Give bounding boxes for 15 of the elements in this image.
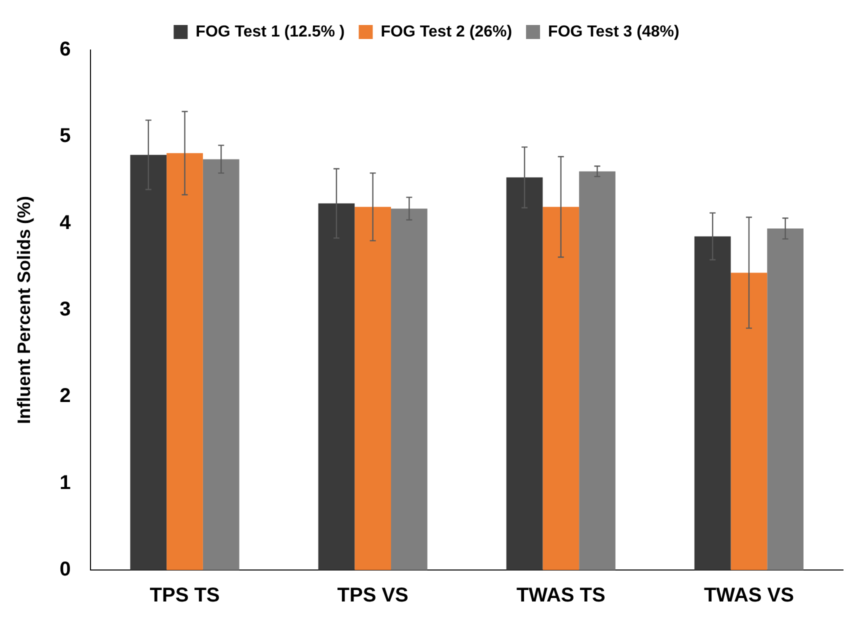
- x-tick-label: TWAS TS: [516, 584, 606, 607]
- x-tick-label: TPS TS: [150, 584, 220, 607]
- y-tick-label: 1: [60, 472, 71, 494]
- y-tick-label: 0: [60, 558, 71, 581]
- y-axis-title: Influent Percent Solids (%): [14, 196, 34, 424]
- x-tick-label: TWAS VS: [704, 584, 794, 607]
- y-tick-label: 4: [60, 212, 72, 234]
- legend-label: FOG Test 3 (48%): [548, 23, 680, 40]
- legend-label: FOG Test 2 (26%): [380, 23, 512, 40]
- y-tick-label: 6: [60, 38, 71, 61]
- x-tick-label: TPS VS: [337, 584, 408, 607]
- y-tick-label: 5: [60, 125, 71, 148]
- y-tick-label: 3: [60, 298, 71, 321]
- y-tick-label: 2: [60, 385, 71, 408]
- legend-label: FOG Test 1 (12.5% ): [196, 23, 345, 40]
